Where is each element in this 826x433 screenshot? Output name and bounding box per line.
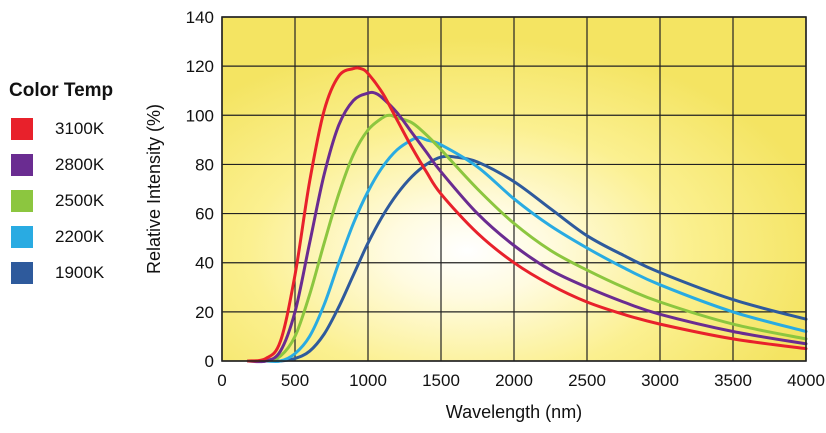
series-line-1900K (246, 154, 808, 363)
tick-labels: 0 500 1000 1500 2000 2500 3000 3500 4000 0 20 40 60 8… (186, 8, 825, 390)
x-tick-label: 500 (281, 371, 309, 390)
x-tick-label: 2000 (495, 371, 533, 390)
series-line-2200K (246, 135, 808, 364)
x-tick-label: 2500 (568, 371, 606, 390)
plot-frame (221, 16, 807, 362)
series-line-3100K (246, 66, 808, 363)
x-tick-label: 0 (217, 371, 226, 390)
legend-label: 1900K (55, 263, 105, 282)
legend-label: 3100K (55, 119, 105, 138)
y-tick-label: 40 (195, 254, 214, 273)
x-tick-label: 4000 (787, 371, 825, 390)
legend: Color Temp 3100K 2800K 2500K 2200K 1900K (6, 80, 113, 291)
y-tick-label: 120 (186, 57, 214, 76)
legend-swatch (11, 190, 33, 212)
y-tick-label: 80 (195, 155, 214, 174)
legend-item: 2800K (6, 147, 113, 183)
y-tick-label: 20 (195, 303, 214, 322)
legend-swatch (11, 262, 33, 284)
x-tick-label: 1500 (422, 371, 460, 390)
x-axis-label: Wavelength (nm) (446, 402, 582, 422)
x-tick-label: 3500 (714, 371, 752, 390)
legend-swatch (11, 154, 33, 176)
legend-title: Color Temp (9, 80, 114, 101)
y-tick-label: 0 (205, 352, 214, 371)
series-line-2800K (246, 90, 808, 364)
legend-label: 2800K (55, 155, 105, 174)
legend-swatch (11, 118, 33, 140)
x-tick-label: 1000 (349, 371, 387, 390)
legend-item: 2200K (6, 219, 113, 255)
legend-item: 1900K (6, 255, 113, 291)
y-tick-label: 100 (186, 106, 214, 125)
legend-item: 2500K (6, 183, 113, 219)
y-axis-label: Relative Intensity (%) (144, 104, 164, 274)
series-lines (246, 66, 808, 364)
x-tick-label: 3000 (641, 371, 679, 390)
legend-label: 2200K (55, 227, 105, 246)
y-tick-label: 60 (195, 205, 214, 224)
y-tick-label: 140 (186, 8, 214, 27)
legend-swatch (11, 226, 33, 248)
legend-label: 2500K (55, 191, 105, 210)
legend-item: 3100K (6, 111, 113, 147)
